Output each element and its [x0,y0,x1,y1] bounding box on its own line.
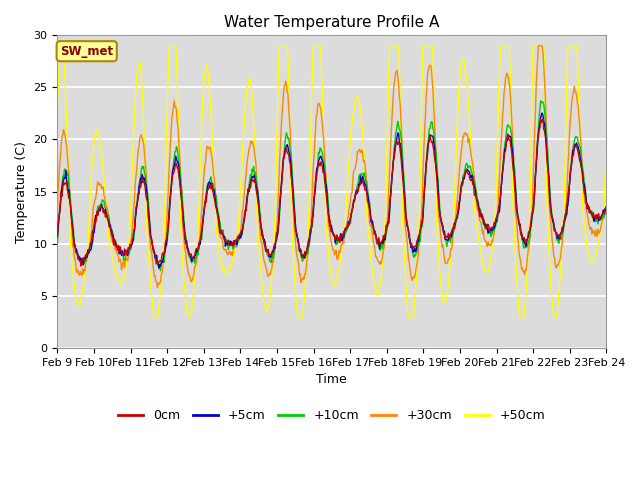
Text: SW_met: SW_met [60,45,113,58]
Legend: 0cm, +5cm, +10cm, +30cm, +50cm: 0cm, +5cm, +10cm, +30cm, +50cm [113,404,550,427]
Title: Water Temperature Profile A: Water Temperature Profile A [224,15,440,30]
Y-axis label: Temperature (C): Temperature (C) [15,141,28,242]
X-axis label: Time: Time [317,373,348,386]
